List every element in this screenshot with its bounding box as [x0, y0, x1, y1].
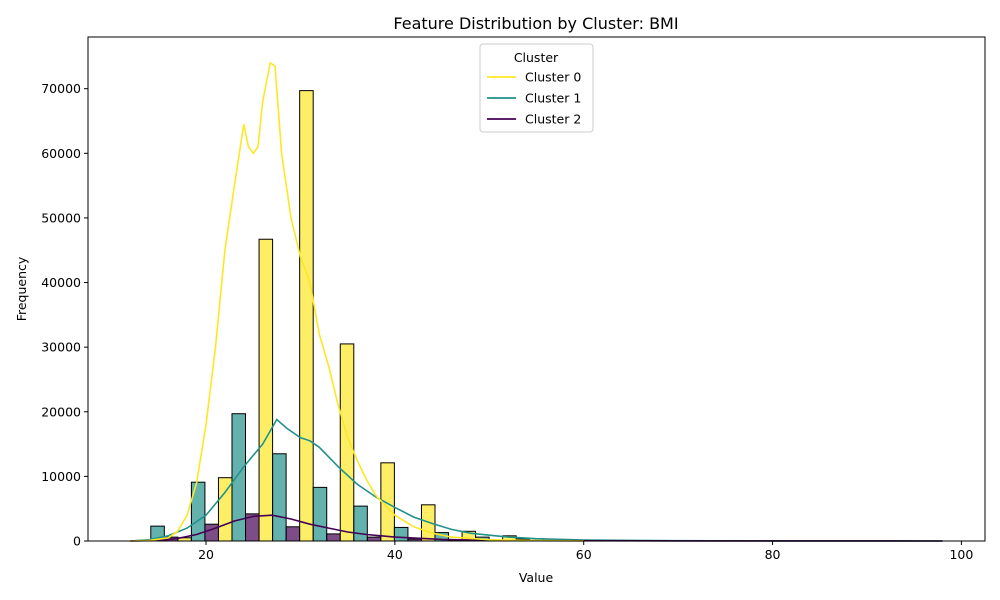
kde-line-cluster-0: [130, 61, 584, 542]
bar-cluster-0-bin-3: [299, 90, 314, 542]
legend-label-cluster-2: Cluster 2: [525, 112, 581, 127]
y-tick-label: 40000: [41, 275, 81, 290]
legend-box: [479, 43, 594, 133]
chart-title: Feature Distribution by Cluster: BMI: [393, 14, 678, 33]
bar-cluster-0-bin-1: [217, 477, 233, 542]
bar-cluster-1-bin-3: [272, 453, 287, 542]
y-tick-label: 60000: [41, 146, 81, 161]
y-tick-label: 0: [73, 534, 81, 549]
bar-cluster-1-bin-6: [393, 526, 409, 542]
bar-cluster-0-bin-4: [339, 343, 355, 542]
legend-label-cluster-0: Cluster 0: [525, 70, 581, 85]
x-tick-label: 80: [765, 547, 781, 562]
x-axis: 20 40 60 80 100: [198, 541, 973, 562]
y-axis: 0 10000 20000 30000 40000 50000 60000 70000: [41, 81, 88, 549]
y-tick-label: 30000: [41, 340, 81, 355]
x-tick-label: 60: [576, 547, 592, 562]
y-tick-label: 50000: [41, 210, 81, 225]
y-axis-label: Frequency: [14, 256, 29, 321]
x-tick-label: 100: [949, 547, 973, 562]
kde-lines-layer: [130, 61, 943, 542]
bar-cluster-2-bin-1: [204, 523, 219, 542]
bar-cluster-2-bin-3: [285, 526, 301, 542]
x-axis-label: Value: [519, 570, 554, 585]
legend: Cluster Cluster 0 Cluster 1 Cluster 2: [479, 43, 594, 133]
x-tick-label: 40: [387, 547, 403, 562]
y-tick-label: 20000: [41, 404, 81, 419]
legend-title: Cluster: [514, 50, 559, 65]
x-tick-label: 20: [198, 547, 214, 562]
bar-cluster-0-bin-2: [258, 238, 274, 542]
kde-line-cluster-1: [130, 418, 943, 542]
plot-frame: [87, 36, 986, 542]
bar-cluster-1-bin-4: [312, 486, 328, 542]
y-tick-label: 10000: [41, 469, 81, 484]
bar-cluster-1-bin-5: [353, 505, 368, 542]
y-tick-label: 70000: [41, 81, 81, 96]
bar-cluster-2-bin-5: [366, 536, 382, 542]
bar-cluster-2-bin-4: [326, 533, 341, 542]
legend-label-cluster-1: Cluster 1: [525, 91, 581, 106]
